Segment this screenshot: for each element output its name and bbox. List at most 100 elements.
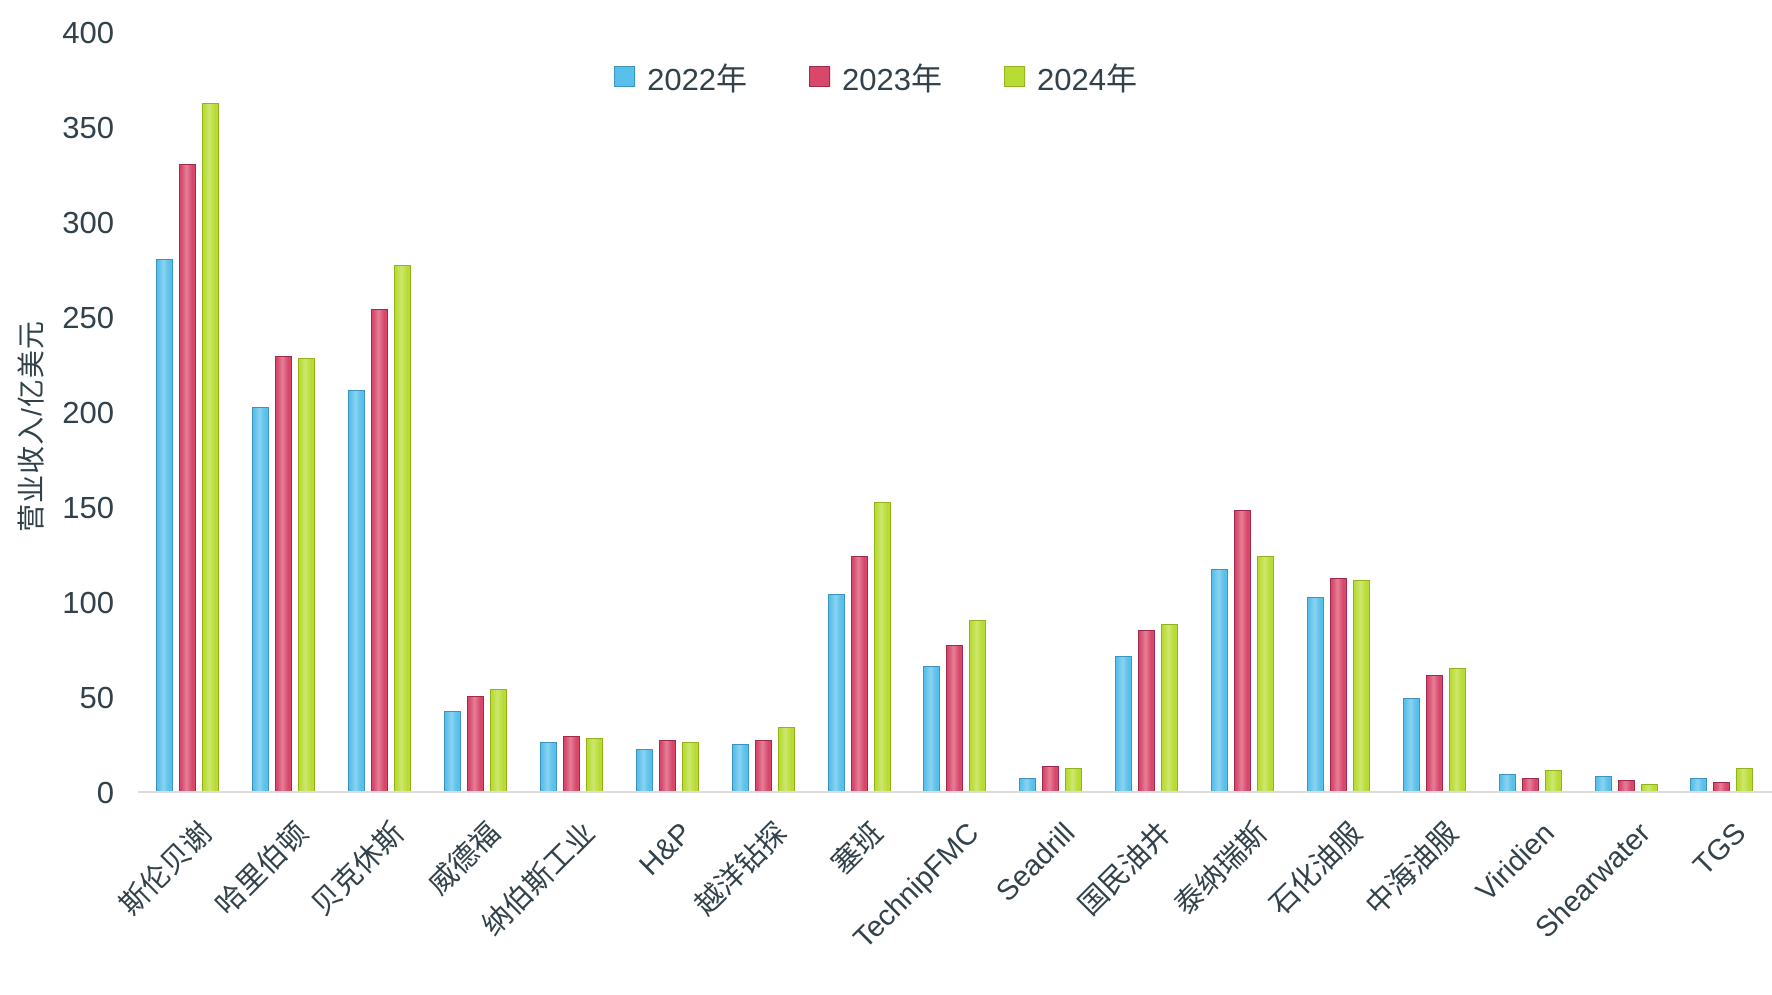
y-tick-label: 350 bbox=[62, 110, 114, 145]
bar-2023年 bbox=[179, 164, 197, 793]
legend-swatch-2023年 bbox=[809, 66, 831, 87]
bar-2023年 bbox=[1138, 629, 1156, 793]
legend-swatch-2024年 bbox=[1004, 66, 1026, 87]
bar-2022年 bbox=[348, 390, 366, 793]
bar-2024年 bbox=[969, 620, 987, 793]
bar-2022年 bbox=[731, 743, 749, 793]
bar-group: 越洋钻探 bbox=[689, 33, 811, 922]
plot-area: 斯伦贝谢 哈里伯顿 贝克休斯 威德福 纳伯斯工业 H&P 越洋钻探 塞班 TechnipFMC S… bbox=[114, 33, 1770, 955]
bar-2022年 bbox=[1402, 698, 1420, 793]
bar-2022年 bbox=[635, 749, 653, 793]
y-tick-label: 0 bbox=[96, 775, 114, 810]
x-tick-label: 越洋钻探 bbox=[689, 817, 794, 922]
bar-group: 泰纳瑞斯 bbox=[1169, 33, 1291, 922]
bar-group: 纳伯斯工业 bbox=[477, 33, 620, 942]
y-tick-label: 50 bbox=[79, 680, 114, 715]
bar-2023年 bbox=[946, 644, 964, 793]
y-tick-label: 150 bbox=[62, 490, 114, 525]
legend-label: 2022年 bbox=[647, 62, 748, 97]
bar-group: 石化油服 bbox=[1264, 33, 1387, 922]
bar-group: TechnipFMC bbox=[848, 33, 1003, 955]
legend-item-2022年: 2022年 bbox=[614, 54, 747, 99]
bar-2024年 bbox=[1448, 667, 1466, 793]
x-tick-label: 威德福 bbox=[422, 817, 507, 902]
legend-label: 2024年 bbox=[1037, 62, 1137, 97]
y-tick-label: 250 bbox=[62, 300, 114, 335]
x-tick-label: TGS bbox=[1687, 817, 1753, 882]
bar-2024年 bbox=[394, 264, 412, 793]
bar-2024年 bbox=[1065, 768, 1083, 793]
bar-2022年 bbox=[1115, 656, 1133, 793]
bar-group: 哈里伯顿 bbox=[210, 33, 332, 922]
bar-2022年 bbox=[827, 593, 845, 793]
x-tick-label: 中海油服 bbox=[1360, 817, 1465, 922]
bar-group: H&P bbox=[619, 33, 715, 882]
x-tick-label: 国民油井 bbox=[1072, 817, 1178, 922]
bar-2024年 bbox=[585, 737, 603, 793]
bar-2023年 bbox=[1425, 675, 1443, 793]
bar-2023年 bbox=[467, 696, 485, 793]
legend-label: 2023年 bbox=[842, 62, 943, 97]
x-tick-label: 哈里伯顿 bbox=[209, 817, 315, 922]
x-tick-label: Seadrill bbox=[990, 817, 1082, 909]
bar-2022年 bbox=[252, 407, 270, 793]
bar-2023年 bbox=[562, 736, 580, 793]
x-axis-line bbox=[138, 791, 1772, 793]
bar-2024年 bbox=[202, 103, 220, 793]
bar-group: Shearwater bbox=[1529, 33, 1674, 945]
bar-2024年 bbox=[777, 726, 795, 793]
bar-2024年 bbox=[1352, 580, 1370, 793]
bar-2023年 bbox=[658, 739, 676, 793]
bar-2023年 bbox=[1329, 578, 1347, 793]
bar-group: 斯伦贝谢 bbox=[114, 33, 236, 922]
legend-swatch-2022年 bbox=[614, 66, 636, 87]
bar-2023年 bbox=[1617, 779, 1635, 793]
bar-2022年 bbox=[539, 741, 557, 793]
bar-2022年 bbox=[1498, 774, 1516, 793]
bar-2022年 bbox=[1019, 777, 1037, 793]
bar-group: 国民油井 bbox=[1073, 33, 1195, 922]
bar-2022年 bbox=[1690, 777, 1708, 793]
bar-group: 中海油服 bbox=[1360, 33, 1482, 922]
bar-2024年 bbox=[298, 357, 316, 793]
bar-2023年 bbox=[850, 555, 868, 793]
y-tick-label: 300 bbox=[62, 205, 114, 240]
bar-2024年 bbox=[873, 502, 891, 793]
bar-2024年 bbox=[1640, 783, 1658, 793]
bar-2022年 bbox=[1594, 775, 1612, 793]
y-tick-label: 200 bbox=[62, 395, 114, 430]
bar-group: Viridien bbox=[1470, 33, 1578, 908]
bar-group: 威德福 bbox=[422, 33, 524, 901]
bar-2024年 bbox=[1736, 768, 1754, 793]
bar-2023年 bbox=[1234, 509, 1252, 793]
bar-2022年 bbox=[1211, 568, 1229, 793]
bar-2023年 bbox=[1521, 777, 1539, 793]
bar-group: Seadrill bbox=[990, 33, 1099, 908]
x-tick-label: 塞班 bbox=[826, 817, 890, 881]
y-tick-label: 400 bbox=[62, 15, 114, 50]
bar-2022年 bbox=[156, 259, 174, 793]
bar-2022年 bbox=[444, 711, 462, 793]
x-tick-label: H&P bbox=[633, 817, 698, 882]
x-tick-label: 斯伦贝谢 bbox=[113, 817, 219, 922]
bar-2023年 bbox=[275, 356, 293, 793]
bar-2023年 bbox=[371, 308, 389, 793]
bar-2023年 bbox=[754, 739, 772, 793]
legend-item-2024年: 2024年 bbox=[1004, 54, 1137, 99]
bar-group: TGS bbox=[1674, 33, 1770, 882]
bar-2024年 bbox=[490, 688, 508, 793]
x-tick-label: Viridien bbox=[1470, 817, 1561, 908]
y-tick-label: 100 bbox=[62, 585, 114, 620]
x-tick-label: 贝克休斯 bbox=[305, 817, 411, 922]
bar-group: 贝克休斯 bbox=[306, 33, 428, 922]
legend: 2022年 2023年 2024年 bbox=[614, 54, 1137, 99]
bar-2023年 bbox=[1713, 781, 1731, 793]
bar-2022年 bbox=[923, 665, 941, 793]
bar-2024年 bbox=[1544, 770, 1562, 793]
x-tick-label: 泰纳瑞斯 bbox=[1168, 817, 1274, 922]
x-tick-label: 石化油服 bbox=[1264, 817, 1370, 922]
bar-2024年 bbox=[681, 741, 699, 793]
bar-2022年 bbox=[1306, 597, 1324, 793]
bar-2024年 bbox=[1257, 555, 1275, 793]
